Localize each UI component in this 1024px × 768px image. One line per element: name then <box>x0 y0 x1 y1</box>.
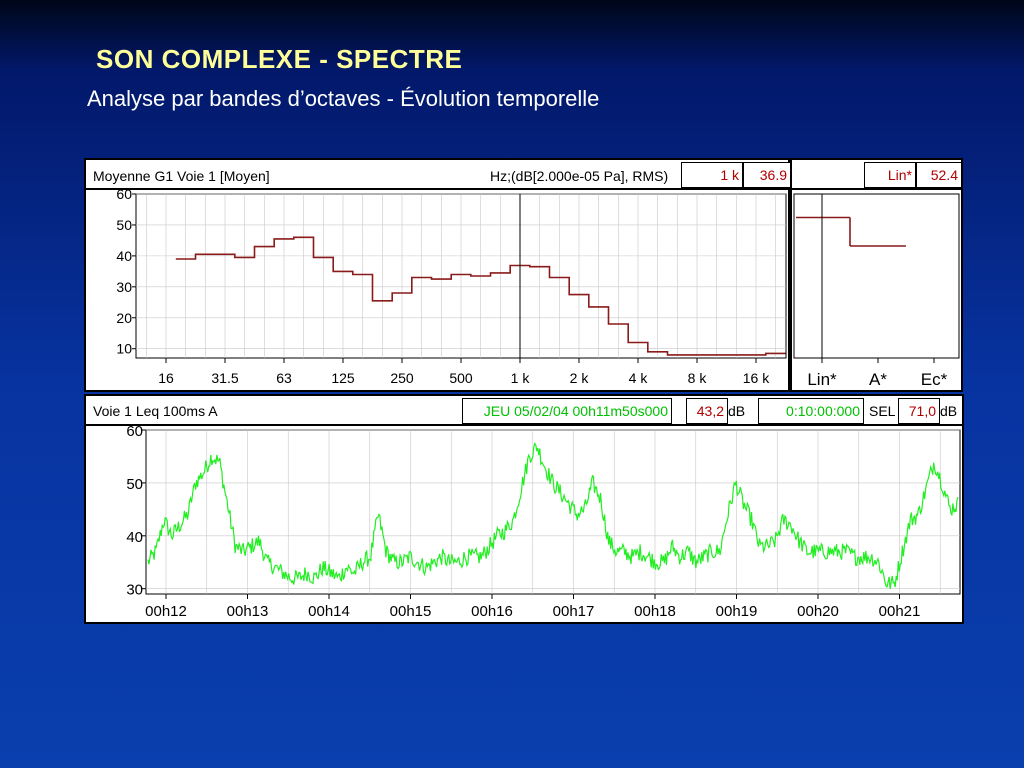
category-label: Ec* <box>921 370 948 389</box>
duration-field[interactable]: 0:10:00:000 <box>758 398 864 424</box>
x-tick-label: 16 <box>158 370 174 386</box>
x-tick-label: 00h18 <box>634 603 676 620</box>
x-tick-label: 4 k <box>629 370 649 386</box>
leq-value-field[interactable]: 43,2 <box>686 398 728 424</box>
sel-label: SEL <box>869 403 896 419</box>
category-label: Lin* <box>807 370 837 389</box>
slide-subtitle: Analyse par bandes d’octaves - Évolution… <box>87 86 600 111</box>
category-label: A* <box>869 370 887 389</box>
x-tick-label: 00h19 <box>716 603 758 620</box>
x-tick-label: 00h16 <box>471 603 513 620</box>
x-tick-label: 8 k <box>688 370 708 386</box>
x-tick-label: 125 <box>331 370 355 386</box>
sel-unit-label: dB <box>940 403 958 419</box>
start-time-field[interactable]: JEU 05/02/04 00h11m50s000 <box>462 398 672 424</box>
x-tick-label: 500 <box>449 370 473 386</box>
plot-area <box>793 193 960 359</box>
x-tick-label: 31.5 <box>211 370 238 386</box>
x-tick-label: 00h12 <box>145 603 187 620</box>
header-divider <box>792 188 961 190</box>
header-divider <box>86 424 962 426</box>
spectrum-channel-label: Moyenne G1 Voie 1 [Moyen] <box>93 168 270 184</box>
leq-unit-label: dB <box>728 403 746 419</box>
spectrum-unit-label: Hz;(dB[2.000e-05 Pa], RMS) <box>490 168 669 184</box>
spectrum-series-line <box>175 236 786 356</box>
spectrum-panel: Moyenne G1 Voie 1 [Moyen] Hz;(dB[2.000e-… <box>84 158 791 392</box>
global-levels-panel: Lin* 52.4 Lin* A* Ec* <box>790 158 963 392</box>
global-weighting-field[interactable]: Lin* <box>864 162 916 188</box>
x-tick-label: 250 <box>390 370 414 386</box>
global-levels-chart: Lin* A* Ec* <box>793 193 960 389</box>
x-tick-label: 63 <box>276 370 292 386</box>
time-history-chart: 30 40 50 60 00h12 00h13 00h14 00h15 00h16 00h17 00… <box>126 426 961 620</box>
y-tick-label: 40 <box>116 248 132 264</box>
y-tick-label: 10 <box>116 341 132 357</box>
y-tick-label: 60 <box>116 190 132 202</box>
time-channel-label: Voie 1 Leq 100ms A <box>93 403 218 419</box>
y-tick-label: 30 <box>126 582 143 599</box>
sel-value-field[interactable]: 71,0 <box>898 398 940 424</box>
global-level-field[interactable]: 52.4 <box>916 162 962 188</box>
y-tick-label: 60 <box>126 426 143 440</box>
y-tick-label: 20 <box>116 310 132 326</box>
x-tick-label: 00h15 <box>390 603 432 620</box>
plot-area <box>145 429 961 595</box>
header-divider <box>86 188 788 190</box>
x-tick-label: 00h14 <box>308 603 350 620</box>
x-tick-label: 00h13 <box>227 603 269 620</box>
time-history-panel: Voie 1 Leq 100ms A JEU 05/02/04 00h11m50… <box>84 394 964 624</box>
cursor-level-field[interactable]: 36.9 <box>743 162 791 188</box>
global-levels-line <box>796 216 906 247</box>
x-tick-label: 2 k <box>570 370 590 386</box>
time-series-line <box>147 442 959 590</box>
y-tick-label: 50 <box>116 217 132 233</box>
x-tick-label: 16 k <box>743 370 770 386</box>
x-tick-label: 1 k <box>511 370 531 386</box>
y-tick-label: 30 <box>116 279 132 295</box>
x-tick-label: 00h20 <box>797 603 839 620</box>
slide-title: SON COMPLEXE - SPECTRE <box>96 44 463 74</box>
cursor-frequency-field[interactable]: 1 k <box>681 162 743 188</box>
spectrum-chart: 10 20 30 40 50 60 16 31.5 63 125 250 500 1 k 2 k 4 k 8 … <box>116 190 787 386</box>
x-tick-label: 00h17 <box>553 603 595 620</box>
y-tick-label: 40 <box>126 529 143 546</box>
x-tick-label: 00h21 <box>879 603 921 620</box>
y-tick-label: 50 <box>126 476 143 493</box>
